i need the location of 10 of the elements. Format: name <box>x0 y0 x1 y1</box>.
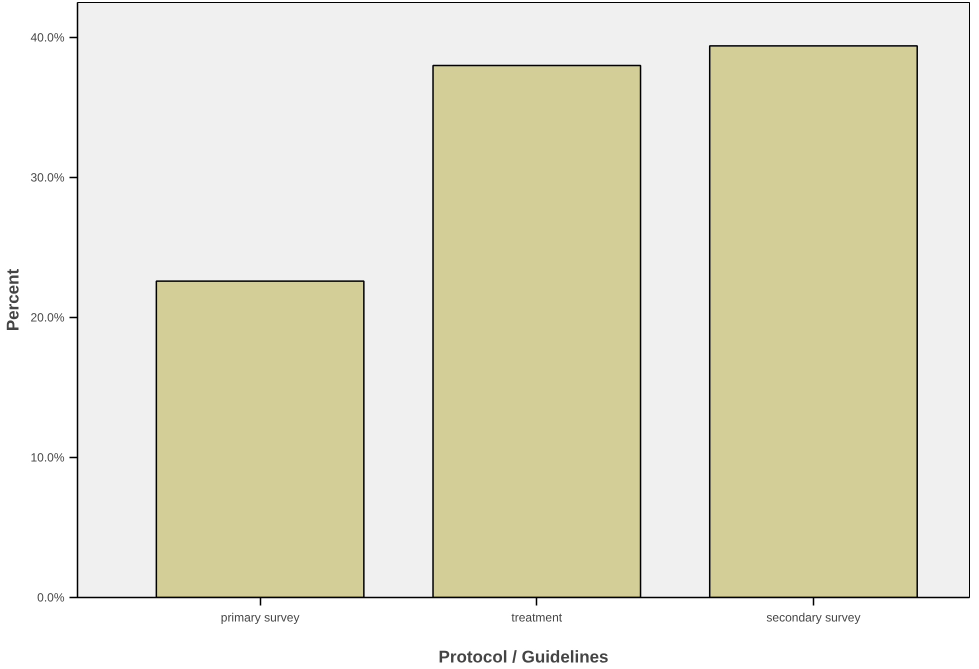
y-tick-label: 40.0% <box>30 30 65 44</box>
y-tick-label: 20.0% <box>30 310 65 324</box>
y-tick-label: 30.0% <box>30 170 65 184</box>
x-tick-label: treatment <box>511 610 563 624</box>
y-tick-label: 0.0% <box>37 590 65 604</box>
x-axis-title: Protocol / Guidelines <box>438 648 609 666</box>
y-axis-title: Percent <box>3 268 22 332</box>
x-tick-label: secondary survey <box>766 610 860 624</box>
y-tick-label: 10.0% <box>30 450 65 464</box>
x-tick-label: primary survey <box>220 610 300 624</box>
